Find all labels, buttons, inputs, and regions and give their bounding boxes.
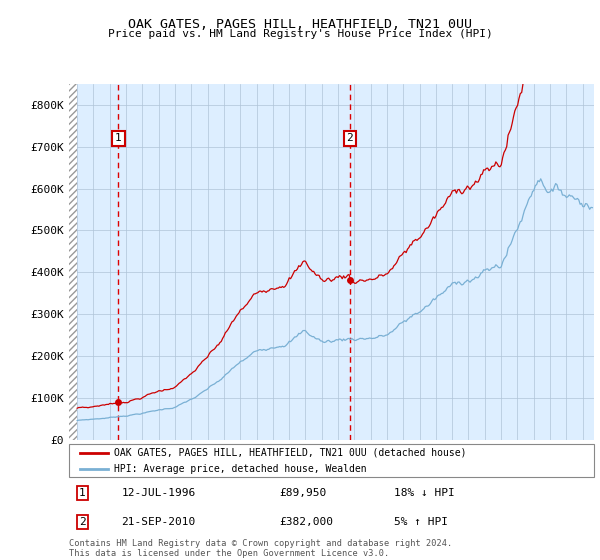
Text: 18% ↓ HPI: 18% ↓ HPI — [395, 488, 455, 498]
Text: £382,000: £382,000 — [279, 517, 333, 526]
Text: OAK GATES, PAGES HILL, HEATHFIELD, TN21 0UU (detached house): OAK GATES, PAGES HILL, HEATHFIELD, TN21 … — [113, 448, 466, 458]
Bar — [69, 84, 77, 440]
Text: 12-JUL-1996: 12-JUL-1996 — [121, 488, 196, 498]
Text: £89,950: £89,950 — [279, 488, 326, 498]
Text: 2: 2 — [346, 133, 353, 143]
Text: Contains HM Land Registry data © Crown copyright and database right 2024.
This d: Contains HM Land Registry data © Crown c… — [69, 539, 452, 558]
Text: 2: 2 — [79, 517, 86, 526]
Text: 1: 1 — [79, 488, 86, 498]
Text: Price paid vs. HM Land Registry's House Price Index (HPI): Price paid vs. HM Land Registry's House … — [107, 29, 493, 39]
Text: 21-SEP-2010: 21-SEP-2010 — [121, 517, 196, 526]
Text: 1: 1 — [115, 133, 122, 143]
Text: HPI: Average price, detached house, Wealden: HPI: Average price, detached house, Weal… — [113, 464, 366, 474]
Text: 5% ↑ HPI: 5% ↑ HPI — [395, 517, 449, 526]
Text: OAK GATES, PAGES HILL, HEATHFIELD, TN21 0UU: OAK GATES, PAGES HILL, HEATHFIELD, TN21 … — [128, 18, 472, 31]
